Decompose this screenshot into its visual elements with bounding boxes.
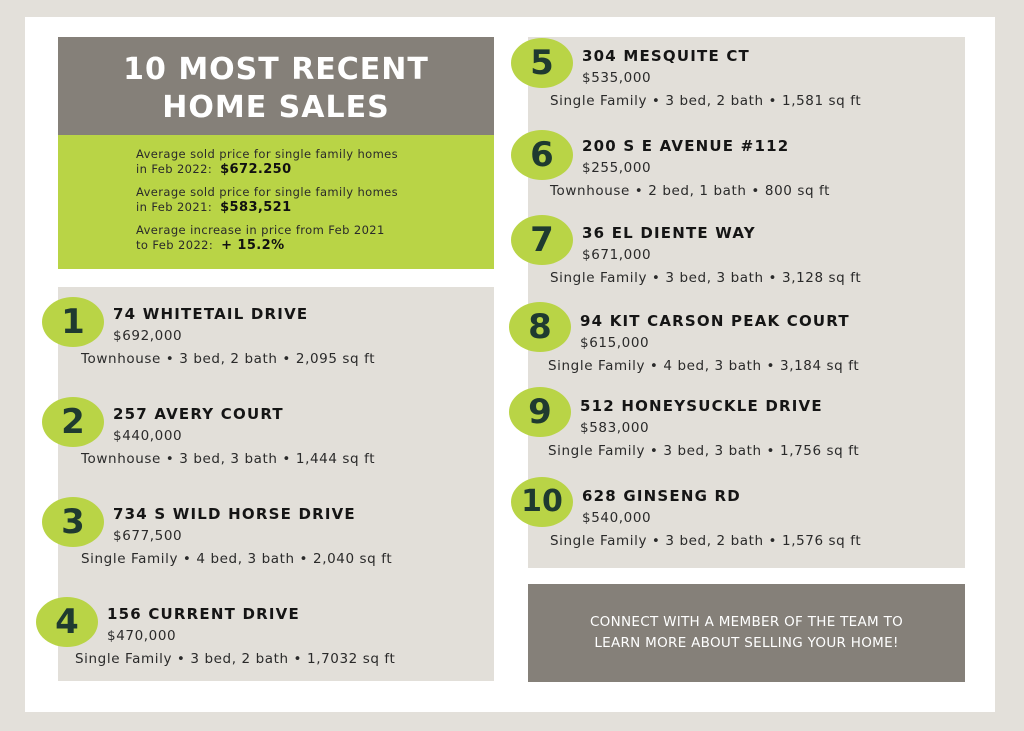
sale-price: $535,000: [582, 70, 652, 86]
sale-number-badge: 7: [511, 215, 573, 265]
stat-feb-2022: Average sold price for single family hom…: [136, 147, 494, 177]
sale-details: Single Family • 3 bed, 2 bath • 1,7032 s…: [75, 651, 396, 667]
stat-feb-2021: Average sold price for single family hom…: [136, 185, 494, 215]
sale-number-badge: 6: [511, 130, 573, 180]
sale-address: 512 HONEYSUCKLE DRIVE: [580, 397, 823, 415]
sale-price: $540,000: [582, 510, 652, 526]
sale-address: 94 KIT CARSON PEAK COURT: [580, 312, 850, 330]
sale-address: 257 AVERY COURT: [113, 405, 284, 423]
sale-address: 156 CURRENT DRIVE: [107, 605, 300, 623]
stat-value: + 15.2%: [221, 238, 285, 253]
sale-address: 734 S WILD HORSE DRIVE: [113, 505, 356, 523]
sale-price: $692,000: [113, 328, 183, 344]
stat-value: $672.250: [220, 162, 292, 177]
stat-label: in Feb 2021:: [136, 200, 213, 214]
sale-details: Townhouse • 3 bed, 3 bath • 1,444 sq ft: [81, 451, 376, 467]
stat-label: Average sold price for single family hom…: [136, 185, 399, 199]
sale-number-badge: 5: [511, 38, 573, 88]
sale-number-badge: 3: [42, 497, 104, 547]
sale-number-badge: 2: [42, 397, 104, 447]
sale-price: $615,000: [580, 335, 650, 351]
sale-price: $671,000: [582, 247, 652, 263]
stat-label: in Feb 2022:: [136, 162, 213, 176]
title-line-1: 10 MOST RECENT: [123, 52, 429, 87]
sale-address: 200 S E AVENUE #112: [582, 137, 790, 155]
sale-price: $583,000: [580, 420, 650, 436]
sale-details: Single Family • 4 bed, 3 bath • 2,040 sq…: [81, 551, 393, 567]
sale-address: 74 WHITETAIL DRIVE: [113, 305, 309, 323]
cta-line-2: LEARN MORE ABOUT SELLING YOUR HOME!: [594, 635, 899, 651]
sale-details: Single Family • 4 bed, 3 bath • 3,184 sq…: [548, 358, 860, 374]
sale-details: Single Family • 3 bed, 2 bath • 1,581 sq…: [550, 93, 862, 109]
page-title: 10 MOST RECENT HOME SALES: [58, 37, 494, 135]
sale-details: Townhouse • 3 bed, 2 bath • 2,095 sq ft: [81, 351, 376, 367]
sale-number-badge: 4: [36, 597, 98, 647]
title-line-2: HOME SALES: [162, 90, 390, 125]
sale-address: 628 GINSENG RD: [582, 487, 741, 505]
stat-label: to Feb 2022:: [136, 238, 214, 252]
sale-price: $440,000: [113, 428, 183, 444]
sale-price: $255,000: [582, 160, 652, 176]
sales-panel-right: [528, 37, 965, 568]
cta-line-1: CONNECT WITH A MEMBER OF THE TEAM TO: [589, 614, 904, 630]
sale-price: $470,000: [107, 628, 177, 644]
sale-details: Single Family • 3 bed, 3 bath • 1,756 sq…: [548, 443, 860, 459]
stat-increase: Average increase in price from Feb 2021 t…: [136, 223, 494, 253]
stat-label: Average sold price for single family hom…: [136, 147, 399, 161]
sale-price: $677,500: [113, 528, 183, 544]
sale-number-badge: 9: [509, 387, 571, 437]
stat-label: Average increase in price from Feb 2021: [136, 223, 385, 237]
sale-details: Single Family • 3 bed, 2 bath • 1,576 sq…: [550, 533, 862, 549]
sale-address: 304 MESQUITE CT: [582, 47, 750, 65]
sale-number-badge: 10: [511, 477, 573, 527]
sale-number-badge: 8: [509, 302, 571, 352]
sale-details: Townhouse • 2 bed, 1 bath • 800 sq ft: [550, 183, 831, 199]
sale-details: Single Family • 3 bed, 3 bath • 3,128 sq…: [550, 270, 862, 286]
sales-panel-left: [58, 287, 494, 681]
stats-box: Average sold price for single family hom…: [58, 135, 494, 269]
cta-banner[interactable]: CONNECT WITH A MEMBER OF THE TEAM TO LEA…: [528, 584, 965, 682]
sale-number-badge: 1: [42, 297, 104, 347]
sale-address: 36 EL DIENTE WAY: [582, 224, 756, 242]
stat-value: $583,521: [220, 200, 292, 215]
